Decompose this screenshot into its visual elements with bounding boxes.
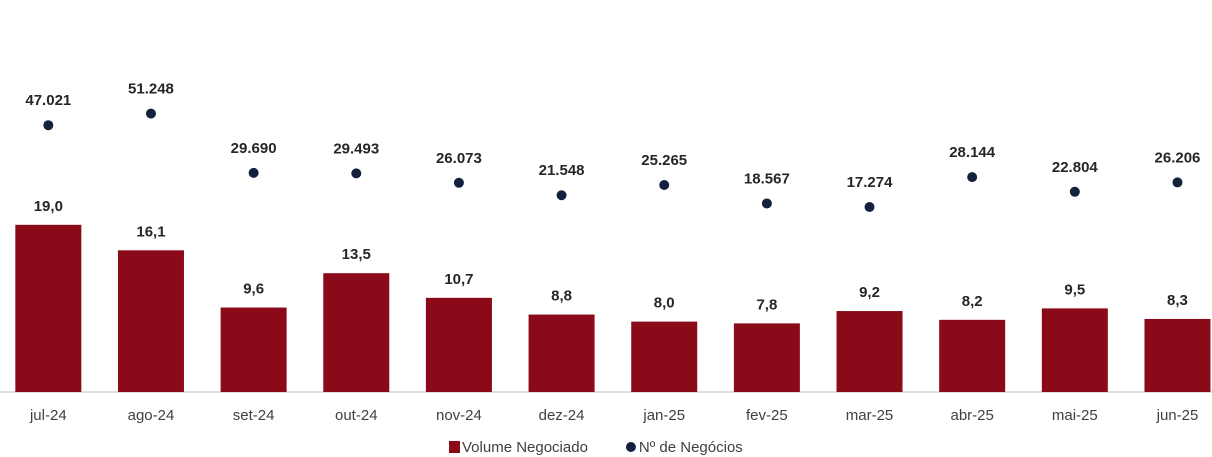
bar: [323, 273, 390, 392]
bar: [117, 250, 184, 392]
x-tick-label: fev-25: [746, 407, 788, 424]
dot-label: 21.548: [539, 162, 585, 179]
x-tick-label: jul-24: [29, 407, 67, 424]
x-tick-label: jan-25: [642, 407, 685, 424]
bar-label: 8,8: [551, 288, 572, 305]
bar: [220, 307, 287, 392]
x-tick-label: mar-25: [846, 407, 894, 424]
x-tick-label: ago-24: [128, 407, 175, 424]
dot-label: 26.206: [1155, 149, 1201, 166]
bar: [939, 319, 1006, 392]
dot: [248, 167, 259, 178]
dot: [761, 198, 772, 209]
dot: [864, 201, 875, 212]
bar: [528, 314, 595, 392]
x-tick-label: nov-24: [436, 407, 482, 424]
bar-label: 8,0: [654, 295, 675, 312]
dot: [556, 190, 567, 201]
x-tick-label: abr-25: [950, 407, 993, 424]
dot: [351, 168, 362, 179]
legend-swatch: [449, 441, 460, 453]
legend-label: Volume Negociado: [462, 439, 588, 456]
bar-label: 13,5: [342, 246, 371, 263]
dot: [1069, 186, 1080, 197]
bar: [15, 224, 82, 392]
bar: [1041, 308, 1108, 392]
x-tick-label: set-24: [233, 407, 275, 424]
bar: [733, 323, 800, 392]
dot-label: 28.144: [949, 144, 996, 161]
bar-label: 16,1: [136, 223, 165, 240]
dot: [453, 177, 464, 188]
dot-label: 25.265: [641, 152, 687, 169]
bar: [836, 311, 903, 392]
dot-label: 29.493: [333, 140, 379, 157]
x-tick-label: out-24: [335, 407, 378, 424]
dot: [145, 108, 156, 119]
x-tick-label: mai-25: [1052, 407, 1098, 424]
bar-label: 10,7: [444, 271, 473, 288]
bar: [425, 297, 492, 392]
dot: [1172, 177, 1183, 188]
dot-label: 26.073: [436, 150, 482, 167]
dot-label: 51.248: [128, 81, 174, 98]
bar-label: 8,3: [1167, 292, 1188, 309]
dot: [659, 180, 670, 191]
dot: [967, 172, 978, 183]
dot-label: 18.567: [744, 170, 790, 187]
dot-label: 17.274: [847, 174, 894, 191]
bar-label: 19,0: [34, 198, 63, 215]
x-tick-label: jun-25: [1156, 407, 1199, 424]
bar: [1144, 318, 1211, 392]
legend-swatch: [625, 442, 636, 452]
bar: [631, 321, 698, 392]
dot-label: 29.690: [231, 140, 277, 157]
bar-label: 9,6: [243, 280, 264, 297]
dot-label: 22.804: [1052, 159, 1099, 176]
bar-label: 9,2: [859, 284, 880, 301]
legend-label: Nº de Negócios: [639, 439, 743, 456]
bar-label: 8,2: [962, 293, 983, 310]
bar-label: 7,8: [756, 296, 777, 313]
dot-label: 47.021: [25, 92, 71, 109]
x-tick-label: dez-24: [539, 407, 585, 424]
bar-label: 9,5: [1064, 281, 1085, 298]
dot: [43, 120, 54, 131]
